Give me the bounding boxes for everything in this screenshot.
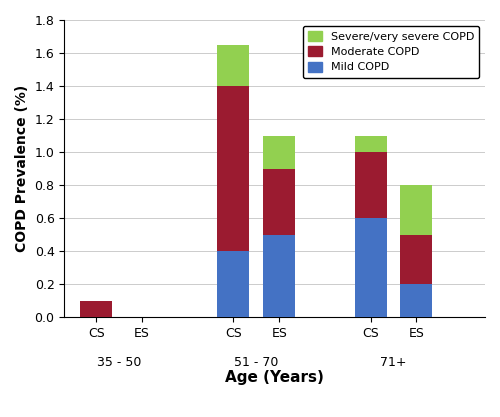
Bar (263, 136, 295, 168)
Legend: Severe/very severe COPD, Moderate COPD, Mild COPD: Severe/very severe COPD, Moderate COPD, … (302, 25, 480, 78)
Y-axis label: COPD Prevalence (%): COPD Prevalence (%) (15, 85, 29, 252)
Bar (263, 234, 295, 317)
Bar (400, 234, 432, 284)
Text: 35 - 50: 35 - 50 (97, 356, 142, 369)
Text: 51 - 70: 51 - 70 (234, 356, 278, 369)
Bar (218, 45, 250, 86)
Bar (263, 168, 295, 234)
Bar (400, 284, 432, 317)
Bar (218, 251, 250, 317)
Bar (400, 185, 432, 234)
Bar (354, 136, 386, 152)
Bar (218, 86, 250, 251)
Bar (354, 218, 386, 317)
Bar (354, 152, 386, 218)
Text: 71+: 71+ (380, 356, 407, 369)
Bar (80, 301, 112, 317)
X-axis label: Age (Years): Age (Years) (225, 370, 324, 385)
